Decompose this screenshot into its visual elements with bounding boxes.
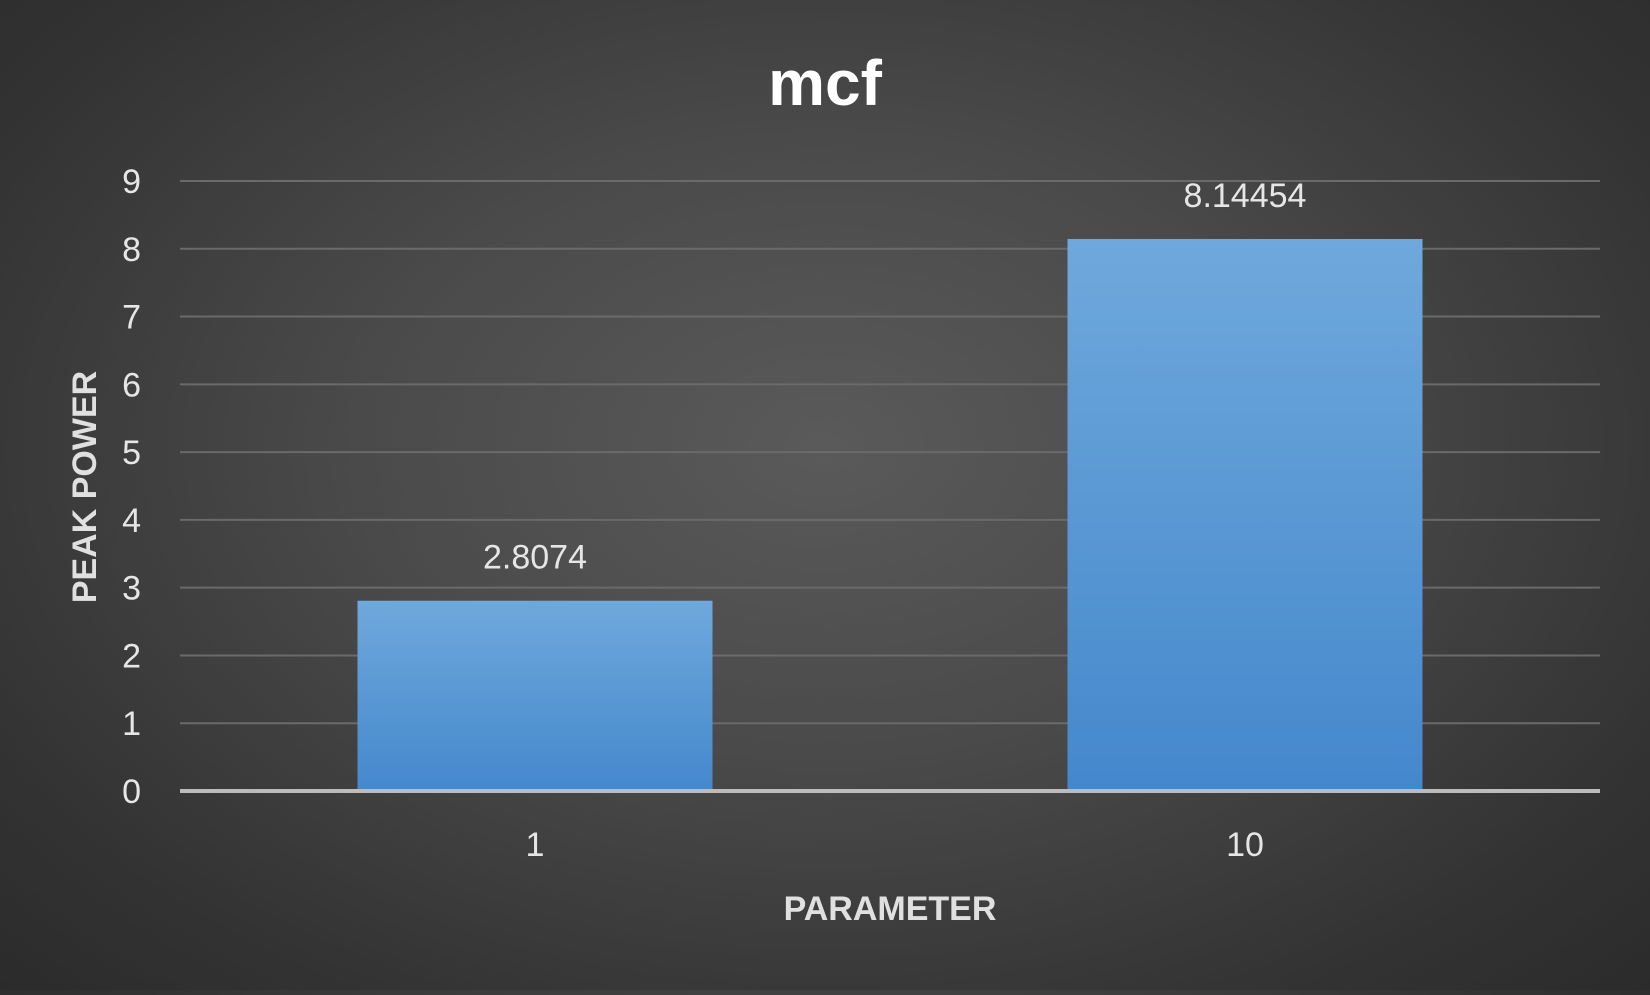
y-tick-label: 8 — [122, 231, 141, 269]
y-tick-label: 4 — [122, 502, 141, 540]
x-axis-title: PARAMETER — [784, 890, 997, 928]
y-tick-label: 5 — [122, 434, 141, 472]
data-label-1: 2.8074 — [483, 539, 587, 577]
bar-10 — [1067, 238, 1423, 791]
x-tick-label-10: 10 — [1226, 826, 1264, 864]
chart-title: mcf — [768, 47, 883, 119]
bar-1 — [357, 600, 713, 791]
y-axis-ticks: 0 1 2 3 4 5 6 7 8 9 — [122, 163, 141, 811]
y-tick-label: 0 — [122, 773, 141, 811]
y-tick-label: 6 — [122, 366, 141, 404]
y-tick-label: 1 — [122, 705, 141, 743]
bars — [357, 238, 1423, 791]
y-axis-title: PEAK POWER — [66, 371, 104, 603]
x-tick-label-1: 1 — [526, 826, 545, 864]
y-tick-label: 9 — [122, 163, 141, 201]
data-label-10: 8.14454 — [1184, 177, 1307, 215]
data-labels: 2.8074 8.14454 — [483, 177, 1306, 577]
y-tick-label: 3 — [122, 570, 141, 608]
x-axis-ticks: 1 10 — [526, 826, 1264, 864]
y-tick-label: 7 — [122, 299, 141, 337]
y-tick-label: 2 — [122, 637, 141, 675]
